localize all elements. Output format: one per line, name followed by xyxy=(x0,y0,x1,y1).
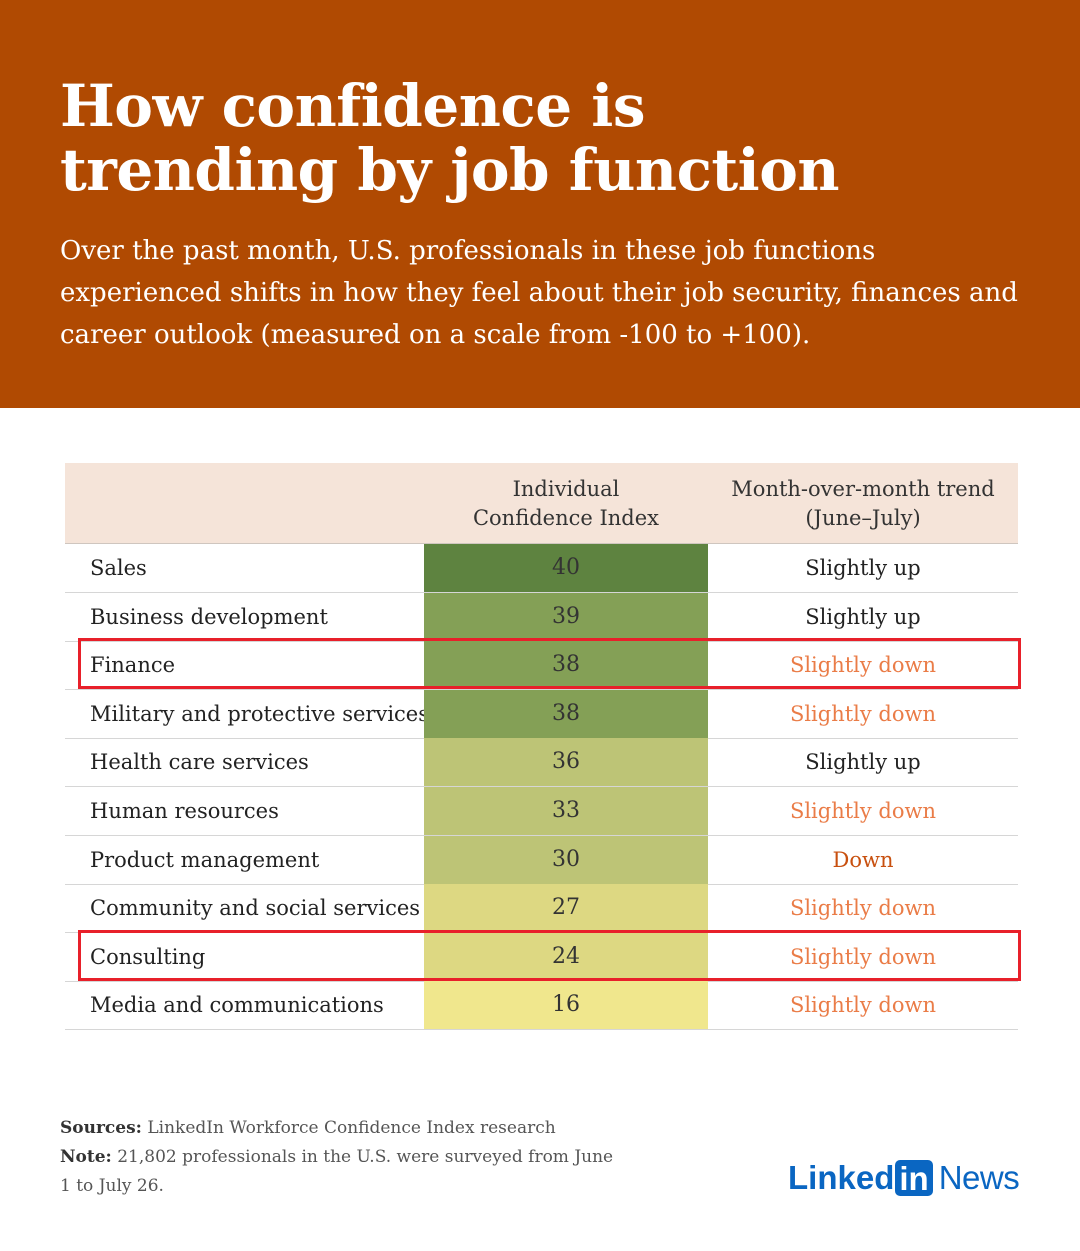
job-function-cell: Community and social services xyxy=(90,896,421,921)
sources-line: Sources: LinkedIn Workforce Confidence I… xyxy=(60,1114,620,1143)
column-header-trend: Month-over-month trend (June–July) xyxy=(731,477,995,530)
confidence-index-cell: 38 xyxy=(424,641,708,690)
highlight-box xyxy=(78,929,1021,981)
job-function-cell: Media and communications xyxy=(90,993,384,1018)
table-row: Sales 40 Slightly up xyxy=(65,544,1018,593)
job-function-cell: Health care services xyxy=(90,750,309,775)
confidence-index-cell: 16 xyxy=(424,981,708,1030)
table-row: Community and social services 27 Slightly … xyxy=(65,884,1018,934)
page-title: How confidence is trending by job functi… xyxy=(60,72,840,204)
confidence-index-cell: 24 xyxy=(424,932,708,981)
logo-in-icon: in xyxy=(895,1160,933,1197)
job-function-cell: Human resources xyxy=(90,799,279,823)
table-row: Finance 38 Slightly down xyxy=(65,641,1018,691)
table-row: Business development 39 Slightly up xyxy=(65,592,1018,642)
note-line: Note: 21,802 professionals in the U.S. w… xyxy=(60,1143,620,1201)
confidence-index-cell: 30 xyxy=(424,835,708,884)
table-row: Consulting 24 Slightly down xyxy=(65,932,1018,982)
trend-cell: Slightly down xyxy=(789,896,937,921)
highlight-box xyxy=(78,638,1021,690)
trend-cell: Slightly down xyxy=(789,701,937,726)
trend-cell: Slightly up xyxy=(805,604,921,629)
job-function-cell: Business development xyxy=(90,604,328,629)
trend-cell: Slightly down xyxy=(789,944,937,969)
column-header-index: Individual Confidence Index xyxy=(472,477,660,530)
table-header: Individual Confidence Index Month-over-m… xyxy=(65,463,1018,544)
header-banner: How confidence is trending by job functi… xyxy=(0,0,1080,408)
trend-cell: Slightly down xyxy=(789,993,937,1018)
job-function-cell: Product management xyxy=(90,847,320,872)
confidence-index-cell: 36 xyxy=(424,738,708,787)
trend-cell: Down xyxy=(832,847,894,872)
trend-cell: Slightly up xyxy=(805,750,921,775)
job-function-cell: Military and protective services xyxy=(90,701,430,726)
job-function-cell: Finance xyxy=(90,653,176,678)
trend-cell: Slightly down xyxy=(789,653,937,678)
table-row: Product management 30 Down xyxy=(65,835,1018,885)
sources-label: Sources: xyxy=(60,1118,142,1138)
table-row: Military and protective services 38 Slight… xyxy=(65,689,1018,739)
linkedin-news-logo: Linked in News xyxy=(788,1158,1020,1198)
confidence-index-cell: 27 xyxy=(424,884,708,933)
logo-linked-text: Linked xyxy=(788,1159,895,1196)
trend-cell: Slightly down xyxy=(789,799,937,823)
sources-text: LinkedIn Workforce Confidence Index rese… xyxy=(141,1118,556,1138)
note-label: Note: xyxy=(60,1147,112,1167)
job-function-cell: Sales xyxy=(90,556,147,580)
table-row: Human resources 33 Slightly down xyxy=(65,787,1018,836)
confidence-index-cell: 38 xyxy=(424,689,708,738)
job-function-cell: Consulting xyxy=(90,944,206,969)
logo-news-text: News xyxy=(938,1159,1020,1196)
confidence-index-cell: 33 xyxy=(424,787,708,835)
table-row: Media and communications 16 Slightly down xyxy=(65,981,1018,1031)
footnote: Sources: LinkedIn Workforce Confidence I… xyxy=(60,1114,620,1201)
confidence-index-cell: 39 xyxy=(424,592,708,641)
note-text: 21,802 professionals in the U.S. were su… xyxy=(60,1147,614,1196)
trend-cell: Slightly up xyxy=(805,556,921,580)
table-row: Health care services 36 Slightly up xyxy=(65,738,1018,788)
confidence-index-cell: 40 xyxy=(424,544,708,592)
page-subtitle: Over the past month, U.S. professionals … xyxy=(60,236,1018,350)
